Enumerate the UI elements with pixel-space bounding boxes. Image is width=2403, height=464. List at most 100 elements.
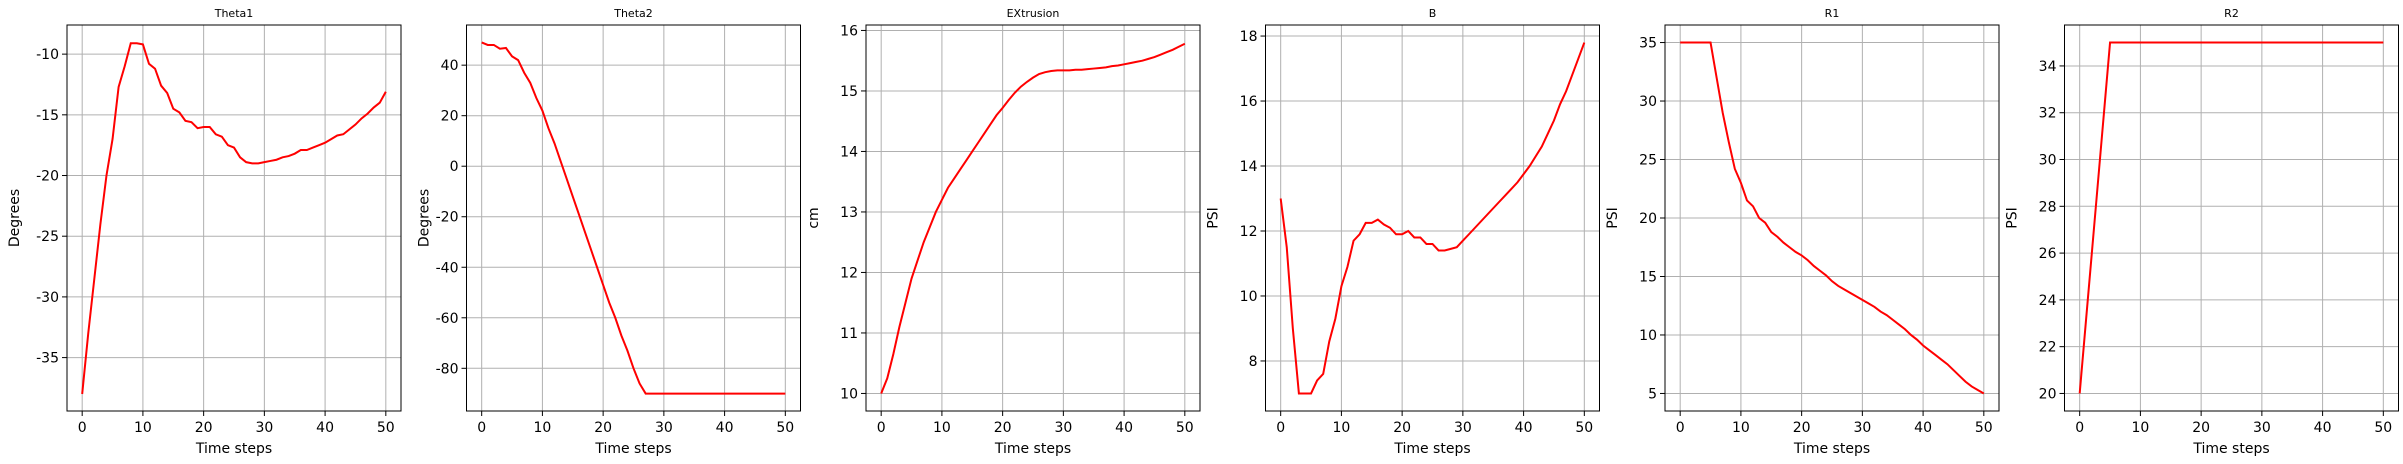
axes-frame — [1265, 24, 1600, 412]
x-tick-label: 0 — [877, 420, 886, 436]
chart-title: Theta2 — [613, 7, 653, 20]
x-tick-label: 30 — [1054, 420, 1072, 436]
y-tick-label: -20 — [36, 169, 59, 185]
axes-frame — [66, 24, 402, 412]
x-tick-label: 0 — [78, 420, 87, 436]
y-tick-label: -20 — [436, 210, 459, 226]
chart-title: Theta1 — [214, 7, 254, 20]
data-line — [880, 42, 1186, 394]
y-tick-label: 11 — [840, 326, 858, 342]
data-line — [81, 42, 387, 395]
y-tick-label: 14 — [840, 144, 858, 160]
x-tick-label: 0 — [1676, 420, 1685, 436]
y-tick-label: 12 — [840, 265, 858, 281]
y-tick-label: 13 — [840, 205, 858, 221]
data-line — [2078, 41, 2384, 394]
x-tick-label: 10 — [1332, 420, 1350, 436]
y-axis-label: Degrees — [7, 189, 23, 247]
data-line — [481, 41, 786, 395]
y-axis-label: PSI — [1605, 207, 1621, 228]
y-tick-label: 16 — [1240, 94, 1258, 110]
y-tick-label: 20 — [1639, 211, 1657, 227]
x-tick-label: 50 — [2374, 420, 2392, 436]
y-tick-label: 12 — [1240, 224, 1258, 240]
y-tick-label: 32 — [2039, 106, 2057, 122]
y-tick-label: 20 — [441, 109, 459, 125]
y-tick-label: 34 — [2039, 59, 2057, 75]
x-tick-label: 0 — [477, 420, 486, 436]
y-tick-label: 20 — [2039, 386, 2057, 402]
axes-frame — [865, 24, 1201, 412]
axes-frame — [1664, 24, 2000, 412]
y-tick-label: 24 — [2039, 293, 2057, 309]
x-tick-label: 40 — [316, 420, 334, 436]
y-tick-label: 15 — [1639, 269, 1657, 285]
x-tick-label: 20 — [1393, 420, 1411, 436]
y-axis-label: Degrees — [417, 189, 433, 247]
x-tick-label: 30 — [255, 420, 273, 436]
y-tick-label: -35 — [36, 351, 59, 367]
y-tick-label: 10 — [840, 386, 858, 402]
y-axis-label: PSI — [2005, 207, 2021, 228]
x-tick-label: 50 — [377, 420, 395, 436]
x-tick-label: 10 — [1732, 420, 1750, 436]
y-tick-label: 40 — [441, 58, 459, 74]
x-axis-label: Time steps — [2192, 441, 2269, 457]
x-axis-label: Time steps — [195, 441, 272, 457]
x-tick-label: 20 — [2192, 420, 2210, 436]
x-tick-label: 40 — [1515, 420, 1533, 436]
y-tick-label: 35 — [1639, 36, 1657, 52]
y-tick-label: 15 — [840, 84, 858, 100]
x-tick-label: 20 — [1793, 420, 1811, 436]
data-line — [1279, 42, 1586, 395]
chart-title: R2 — [2224, 7, 2239, 20]
y-axis-label: cm — [806, 207, 822, 228]
axes-frame — [2064, 24, 2399, 412]
x-tick-label: 40 — [1115, 420, 1133, 436]
x-tick-label: 30 — [1853, 420, 1871, 436]
x-tick-label: 50 — [776, 420, 794, 436]
x-tick-label: 30 — [2253, 420, 2271, 436]
x-axis-label: Time steps — [994, 441, 1071, 457]
y-tick-label: 0 — [450, 159, 459, 175]
x-tick-label: 30 — [655, 420, 673, 436]
y-tick-label: 10 — [1639, 328, 1657, 344]
x-tick-label: 0 — [1276, 420, 1285, 436]
y-tick-label: -80 — [436, 361, 459, 377]
y-tick-label: -15 — [36, 108, 59, 124]
x-tick-label: 20 — [195, 420, 213, 436]
chart-title: EXtrusion — [1007, 7, 1060, 20]
x-tick-label: 10 — [533, 420, 551, 436]
x-tick-label: 50 — [1575, 420, 1593, 436]
x-tick-label: 50 — [1975, 420, 1993, 436]
y-tick-label: -10 — [36, 47, 59, 63]
x-tick-label: 20 — [594, 420, 612, 436]
y-tick-label: 10 — [1240, 289, 1258, 305]
x-tick-label: 30 — [1454, 420, 1472, 436]
x-tick-label: 10 — [2131, 420, 2149, 436]
y-tick-label: 5 — [1648, 386, 1657, 402]
x-tick-label: 40 — [2314, 420, 2332, 436]
x-tick-label: 10 — [933, 420, 951, 436]
y-tick-label: 16 — [840, 23, 858, 39]
x-tick-label: 40 — [716, 420, 734, 436]
x-axis-label: Time steps — [594, 441, 671, 457]
y-tick-label: 30 — [1639, 94, 1657, 110]
y-tick-label: -40 — [436, 260, 459, 276]
y-tick-label: 18 — [1240, 29, 1258, 45]
y-tick-label: -25 — [36, 229, 59, 245]
y-tick-label: 8 — [1249, 354, 1258, 370]
x-tick-label: 50 — [1176, 420, 1194, 436]
x-tick-label: 40 — [1914, 420, 1932, 436]
y-tick-label: 22 — [2039, 340, 2057, 356]
y-tick-label: 14 — [1240, 159, 1258, 175]
data-line — [1680, 41, 1985, 395]
y-tick-label: 25 — [1639, 153, 1657, 169]
x-tick-label: 0 — [2075, 420, 2084, 436]
y-axis-label: PSI — [1206, 207, 1222, 228]
x-axis-label: Time steps — [1393, 441, 1470, 457]
y-tick-label: 26 — [2039, 246, 2057, 262]
y-tick-label: -60 — [436, 311, 459, 327]
chart-title: R1 — [1825, 7, 1840, 20]
